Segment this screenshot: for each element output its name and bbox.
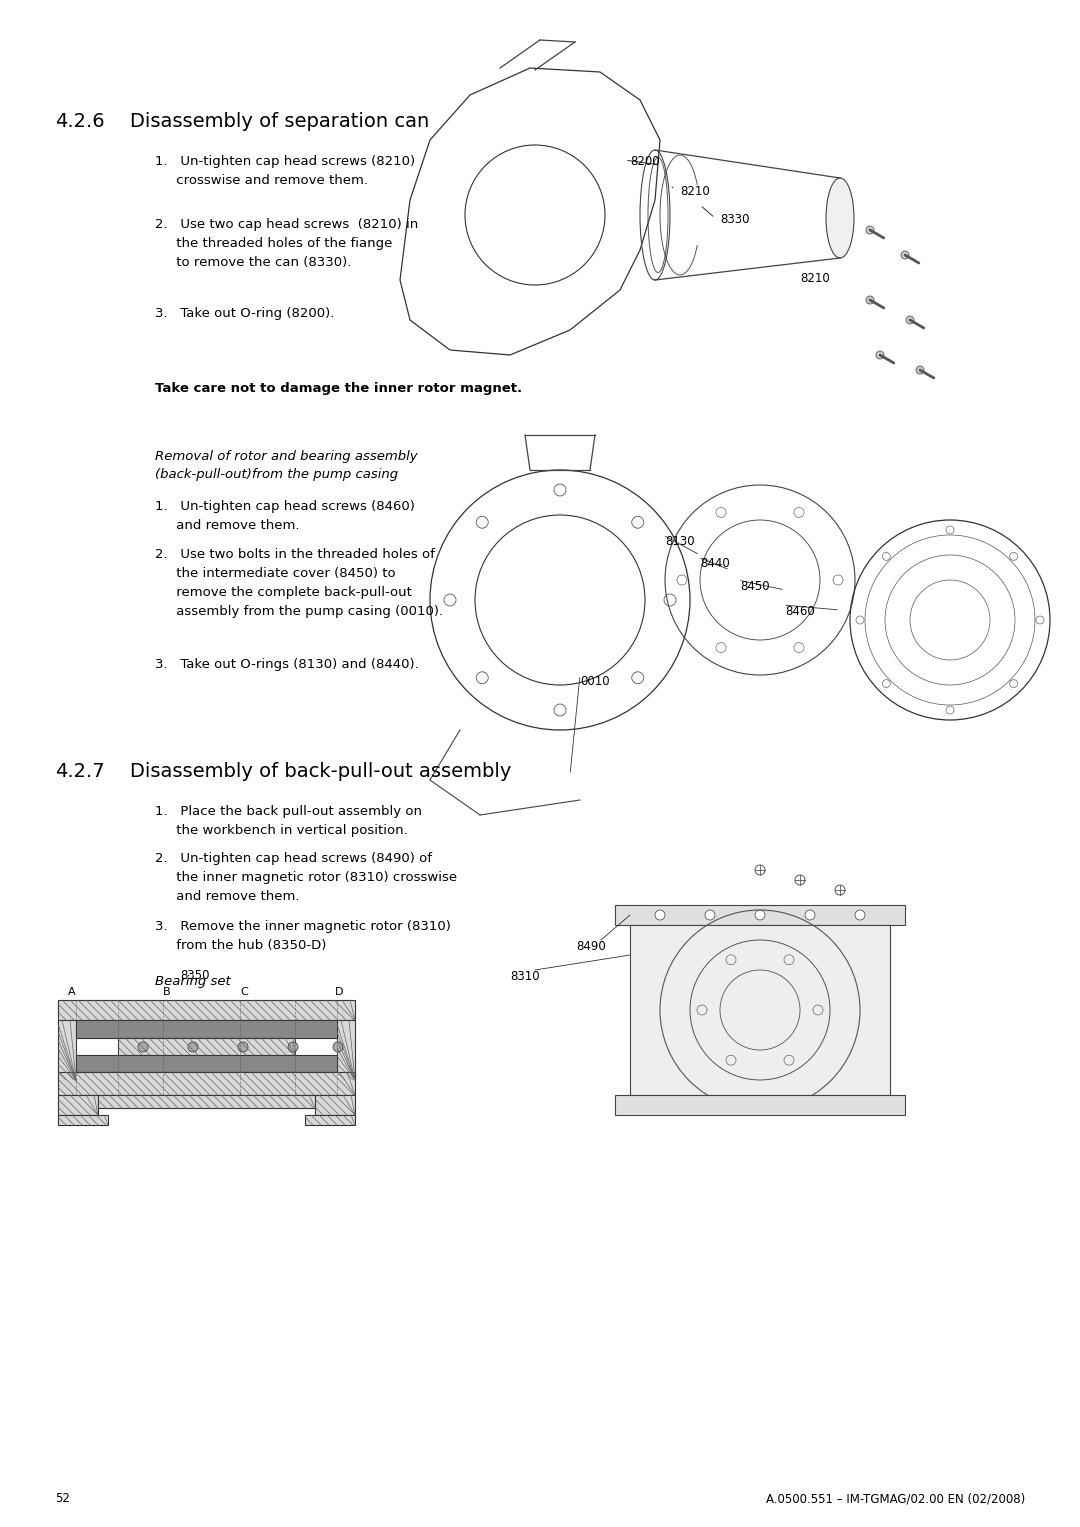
Text: 3.   Take out O-rings (8130) and (8440).: 3. Take out O-rings (8130) and (8440). [156,658,419,670]
Circle shape [138,1041,148,1052]
Circle shape [906,316,914,324]
Polygon shape [630,925,890,1095]
Circle shape [901,250,909,260]
Text: 8130: 8130 [665,534,694,548]
Text: A.0500.551 – IM-TGMAG/02.00 EN (02/2008): A.0500.551 – IM-TGMAG/02.00 EN (02/2008) [766,1492,1025,1506]
Circle shape [805,910,815,919]
Text: 4.2.6: 4.2.6 [55,111,105,131]
Text: Disassembly of separation can: Disassembly of separation can [130,111,429,131]
Text: 3.   Take out O-ring (8200).: 3. Take out O-ring (8200). [156,307,335,321]
Ellipse shape [826,179,854,258]
Polygon shape [118,1038,295,1055]
Polygon shape [98,1095,315,1109]
Text: C: C [240,986,247,997]
Polygon shape [58,1020,76,1080]
Polygon shape [58,1000,355,1020]
Text: 8330: 8330 [720,212,750,226]
Text: 4.2.7: 4.2.7 [55,762,105,780]
Circle shape [188,1041,198,1052]
Text: 3.   Remove the inner magnetic rotor (8310)
     from the hub (8350-D): 3. Remove the inner magnetic rotor (8310… [156,919,450,951]
Circle shape [855,910,865,919]
Circle shape [755,910,765,919]
Circle shape [866,296,874,304]
Polygon shape [58,1095,98,1115]
Polygon shape [58,1115,108,1125]
Text: 1.   Un-tighten cap head screws (8210)
     crosswise and remove them.: 1. Un-tighten cap head screws (8210) cro… [156,156,415,186]
Polygon shape [337,1020,355,1080]
Polygon shape [76,1055,337,1072]
Text: 2.   Un-tighten cap head screws (8490) of
     the inner magnetic rotor (8310) c: 2. Un-tighten cap head screws (8490) of … [156,852,457,902]
Text: 1.   Un-tighten cap head screws (8460)
     and remove them.: 1. Un-tighten cap head screws (8460) and… [156,499,415,531]
Text: A: A [68,986,76,997]
Text: 1.   Place the back pull-out assembly on
     the workbench in vertical position: 1. Place the back pull-out assembly on t… [156,805,422,837]
Text: 52: 52 [55,1492,70,1506]
Polygon shape [615,1095,905,1115]
Polygon shape [315,1095,355,1115]
Circle shape [238,1041,248,1052]
Circle shape [705,910,715,919]
Circle shape [916,366,924,374]
Text: Bearing set: Bearing set [156,976,231,988]
Polygon shape [615,906,905,925]
Polygon shape [76,1020,337,1038]
Text: D: D [335,986,343,997]
Circle shape [654,910,665,919]
Text: 2.   Use two cap head screws  (8210) in
     the threaded holes of the fiange
  : 2. Use two cap head screws (8210) in the… [156,218,418,269]
Polygon shape [305,1115,355,1125]
Text: 8490: 8490 [576,941,606,953]
Text: 8210: 8210 [800,272,829,286]
Text: 8310: 8310 [510,970,540,983]
Text: 2.   Use two bolts in the threaded holes of
     the intermediate cover (8450) t: 2. Use two bolts in the threaded holes o… [156,548,443,618]
Circle shape [876,351,885,359]
Text: (back-pull-out)from the pump casing: (back-pull-out)from the pump casing [156,467,399,481]
Text: 8200: 8200 [630,156,660,168]
Text: Removal of rotor and bearing assembly: Removal of rotor and bearing assembly [156,450,418,463]
Circle shape [288,1041,298,1052]
Text: 8460: 8460 [785,605,814,618]
Text: 8440: 8440 [700,557,730,570]
Circle shape [333,1041,343,1052]
Text: 8350: 8350 [180,970,210,982]
Text: 8210: 8210 [680,185,710,199]
Text: Disassembly of back-pull-out assembly: Disassembly of back-pull-out assembly [130,762,511,780]
Text: Take care not to damage the inner rotor magnet.: Take care not to damage the inner rotor … [156,382,522,395]
Polygon shape [58,1072,355,1095]
Text: 8450: 8450 [740,580,770,592]
Text: B: B [163,986,171,997]
Text: 0010: 0010 [580,675,609,689]
Circle shape [866,226,874,234]
